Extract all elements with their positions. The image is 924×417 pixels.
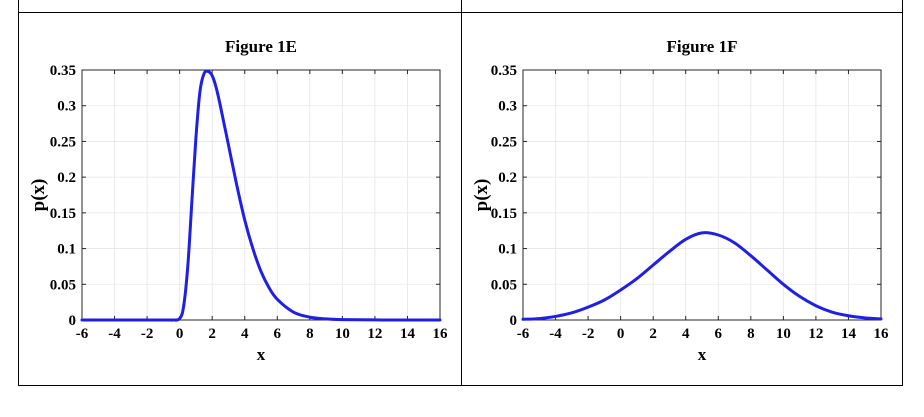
y-axis-label: p(x) [28, 179, 49, 212]
y-tick-label: 0 [510, 313, 518, 329]
series-line [80, 69, 442, 322]
y-tick-label: 0.1 [57, 242, 76, 258]
x-tick-label: -2 [582, 326, 595, 342]
y-axis-label: p(x) [471, 179, 492, 212]
x-tick-label: -2 [141, 326, 154, 342]
y-tick-label: 0.25 [491, 134, 517, 150]
x-axis-label: x [257, 345, 266, 364]
y-tick-label: 0.05 [491, 277, 517, 293]
x-tick-label: 0 [617, 326, 625, 342]
x-tick-label: 4 [682, 326, 690, 342]
y-tick-label: 0.15 [50, 206, 76, 222]
x-tick-label: 8 [306, 326, 314, 342]
table-frame [18, 0, 903, 386]
x-tick-label: 2 [208, 326, 216, 342]
x-tick-label: -6 [76, 326, 89, 342]
x-tick-label: -4 [108, 326, 121, 342]
x-tick-label: 12 [367, 326, 382, 342]
plot-area-frame [522, 69, 882, 321]
y-tick-label: 0.2 [57, 170, 76, 186]
y-tick-label: 0.05 [50, 277, 76, 293]
chart-title: Figure 1E [225, 37, 297, 56]
x-tick-label: 0 [176, 326, 184, 342]
x-tick-label: 14 [841, 326, 857, 342]
y-tick-label: 0.3 [57, 99, 76, 115]
table-row-divider [18, 12, 903, 13]
plot-area-frame [81, 69, 441, 321]
y-tick-label: 0 [69, 313, 77, 329]
x-tick-label: 6 [274, 326, 282, 342]
x-tick-label: -6 [517, 326, 530, 342]
y-tick-label: 0.1 [498, 242, 517, 258]
y-tick-label: 0.2 [498, 170, 517, 186]
x-tick-label: 12 [808, 326, 823, 342]
x-tick-label: -4 [549, 326, 562, 342]
table-column-divider [461, 0, 462, 386]
x-tick-label: 16 [433, 326, 449, 342]
x-tick-label: 4 [241, 326, 249, 342]
y-tick-label: 0.3 [498, 99, 517, 115]
y-tick-label: 0.35 [491, 63, 517, 79]
y-tick-label: 0.25 [50, 134, 76, 150]
y-tick-label: 0.35 [50, 63, 76, 79]
figure-1e-chart: -6 -4 -2 0 2 4 6 8 10 12 14 16 0 0.05 0.1 0.15 0.2 0.25 0.… [28, 37, 449, 364]
x-axis-label: x [698, 345, 707, 364]
series-line [521, 231, 883, 321]
x-tick-label: 2 [649, 326, 657, 342]
x-tick-label: 16 [874, 326, 890, 342]
x-tick-label: 14 [400, 326, 416, 342]
y-tick-label: 0.15 [491, 206, 517, 222]
x-tick-label: 10 [335, 326, 350, 342]
figure-1f-chart: -6 -4 -2 0 2 4 6 8 10 12 14 16 0 0.05 0.1 0.15 0.2 0.25 0.… [471, 37, 890, 364]
x-tick-label: 10 [776, 326, 791, 342]
x-tick-label: 8 [747, 326, 755, 342]
chart-title: Figure 1F [667, 37, 738, 56]
x-tick-label: 6 [715, 326, 723, 342]
